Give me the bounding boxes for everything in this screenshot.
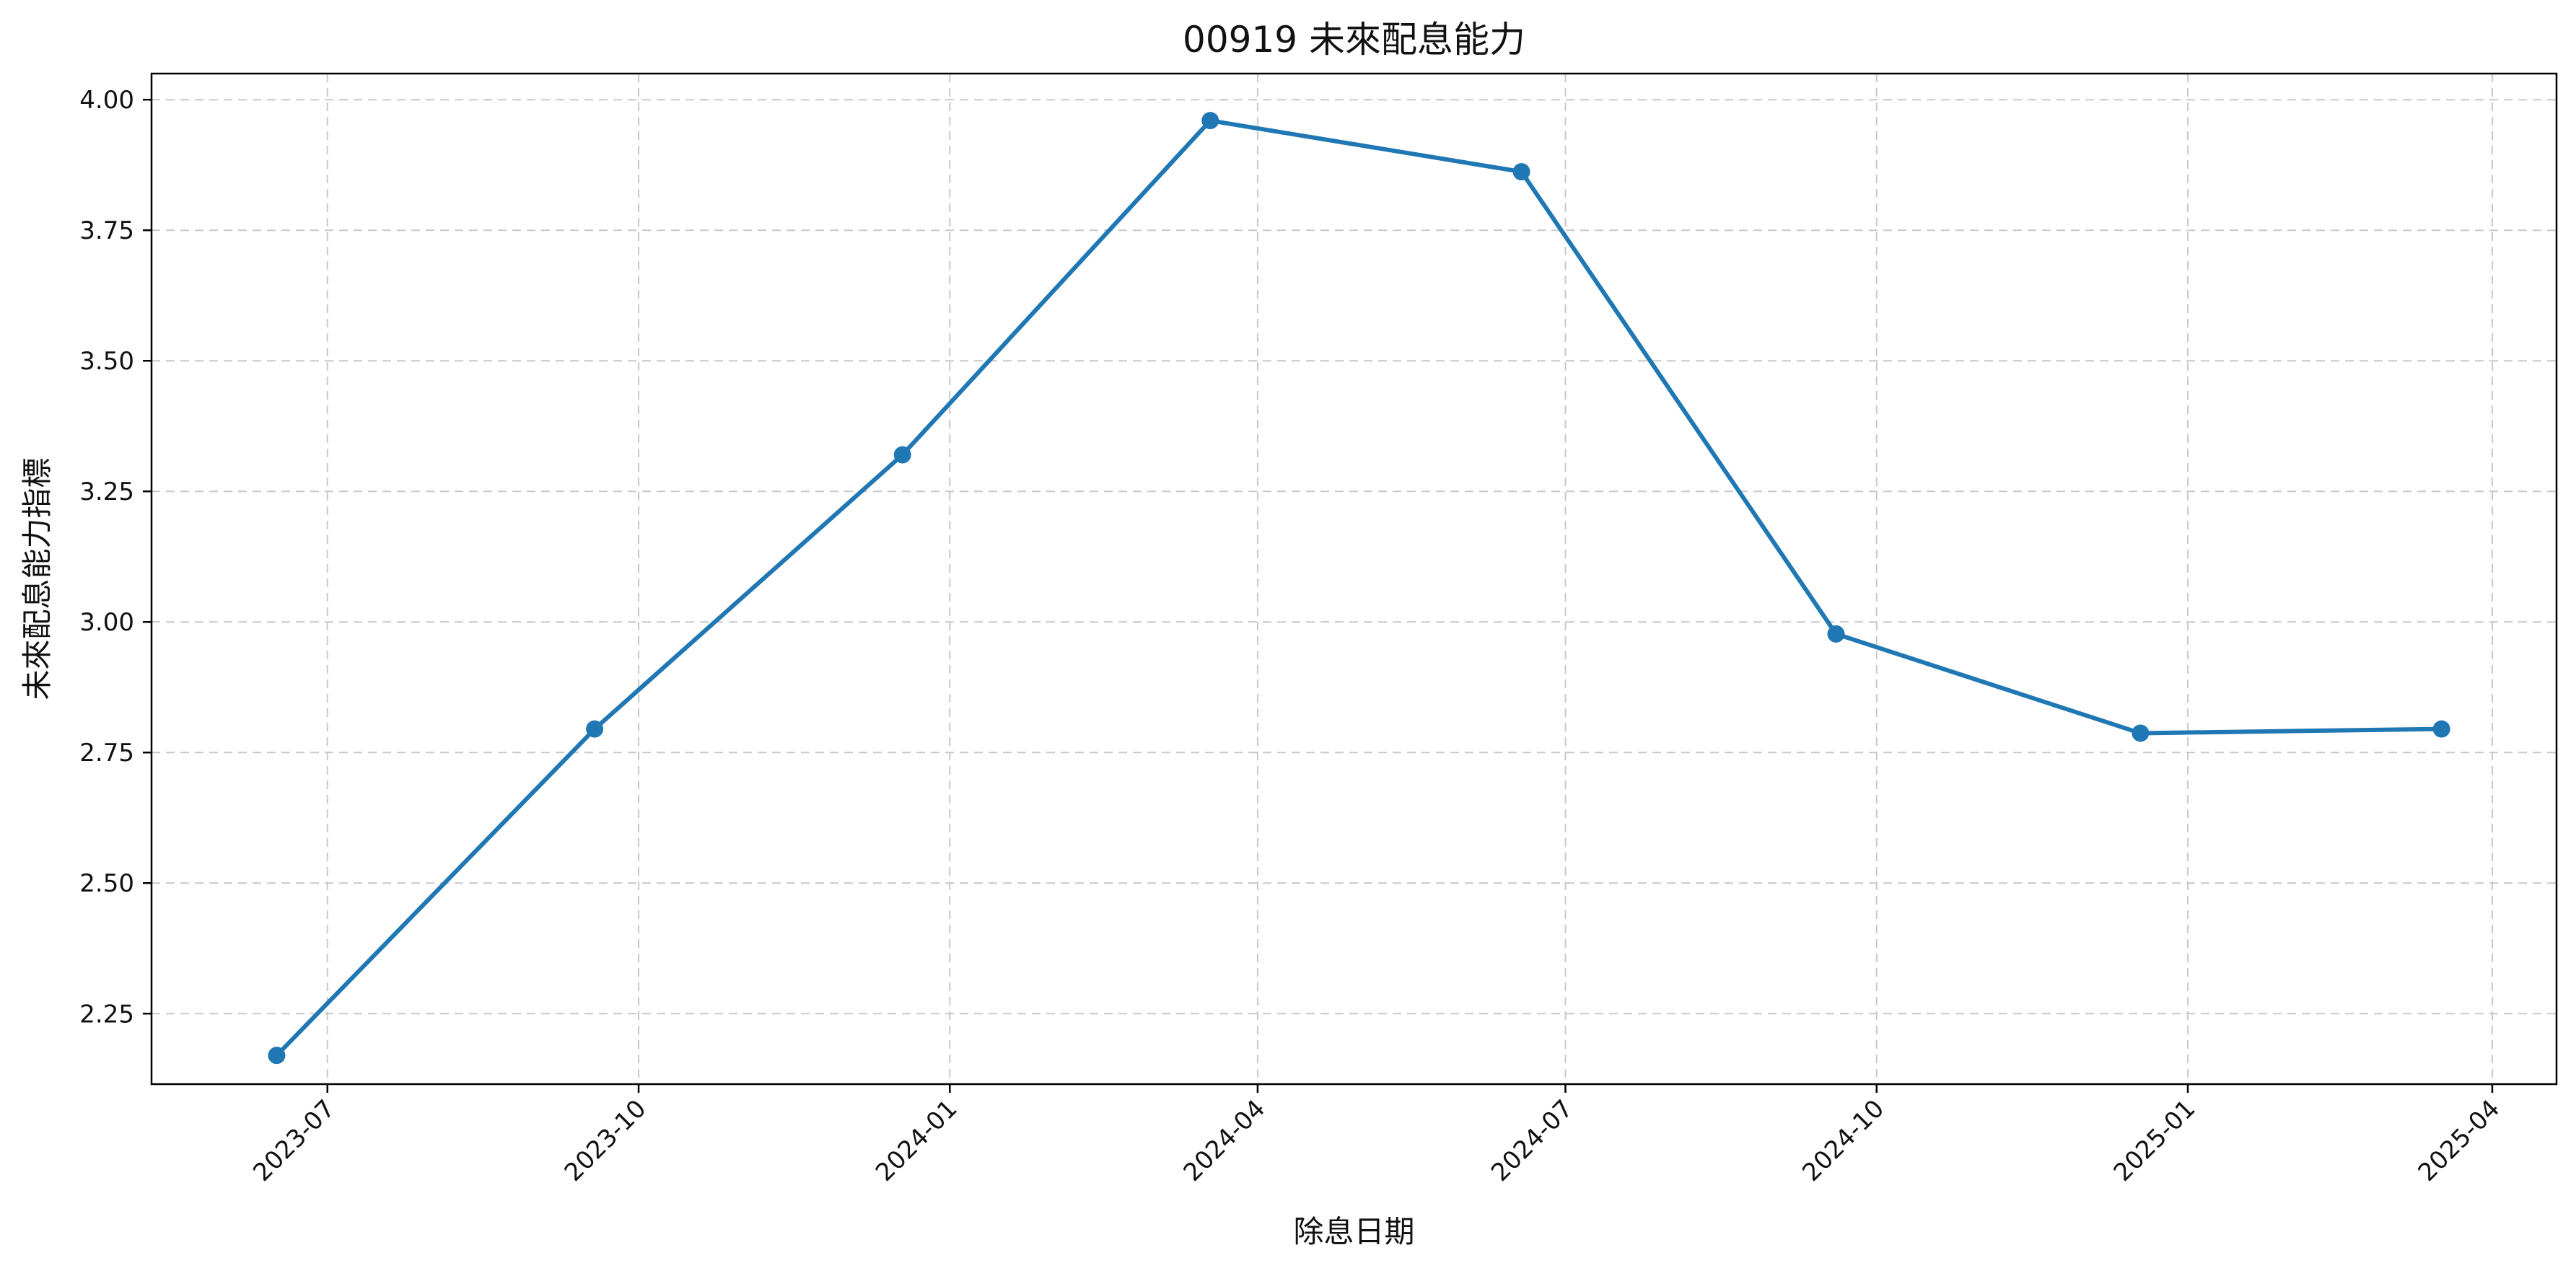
x-tick-label: 2025-04 <box>2413 1094 2506 1187</box>
data-point-marker <box>586 720 604 738</box>
plot-frame <box>150 72 2558 1086</box>
data-point-marker <box>2132 724 2150 742</box>
data-point-marker <box>1827 625 1845 643</box>
y-tick-label: 2.25 <box>79 1000 134 1029</box>
data-point-marker <box>2432 720 2450 738</box>
y-tick-label: 3.50 <box>79 347 134 376</box>
x-tick-label: 2025-01 <box>2108 1094 2202 1187</box>
y-tick-label: 4.00 <box>79 86 134 115</box>
y-axis-label: 未來配息能力指標 <box>19 457 55 700</box>
data-point-marker <box>1512 163 1530 181</box>
x-tick-label: 2023-07 <box>247 1094 341 1187</box>
x-tick-label: 2024-04 <box>1178 1094 1271 1187</box>
data-point-marker <box>268 1047 286 1065</box>
x-axis-label: 除息日期 <box>1293 1214 1414 1249</box>
x-tick-label: 2024-01 <box>870 1094 963 1187</box>
x-tick-label: 2023-10 <box>559 1094 652 1187</box>
x-tick-label: 2024-10 <box>1797 1094 1890 1187</box>
y-tick-label: 3.75 <box>79 216 134 245</box>
series-line <box>274 118 2444 1058</box>
y-tick-label: 2.50 <box>79 869 134 898</box>
data-point-marker <box>893 446 911 464</box>
y-tick-label: 3.25 <box>79 478 134 506</box>
data-point-marker <box>1201 112 1219 130</box>
series-layer <box>268 112 2450 1065</box>
y-tick-label: 3.00 <box>79 608 134 637</box>
y-tick-label: 2.75 <box>79 739 134 767</box>
x-tick-label: 2024-07 <box>1486 1094 1579 1187</box>
axis-layer: 2.25 2.50 2.75 3.00 3.25 3.50 3.75 4.00 2023-07 2… <box>79 86 2505 1187</box>
grid-lines <box>152 74 2557 1084</box>
chart-title: 00919 未來配息能力 <box>1183 19 1525 61</box>
